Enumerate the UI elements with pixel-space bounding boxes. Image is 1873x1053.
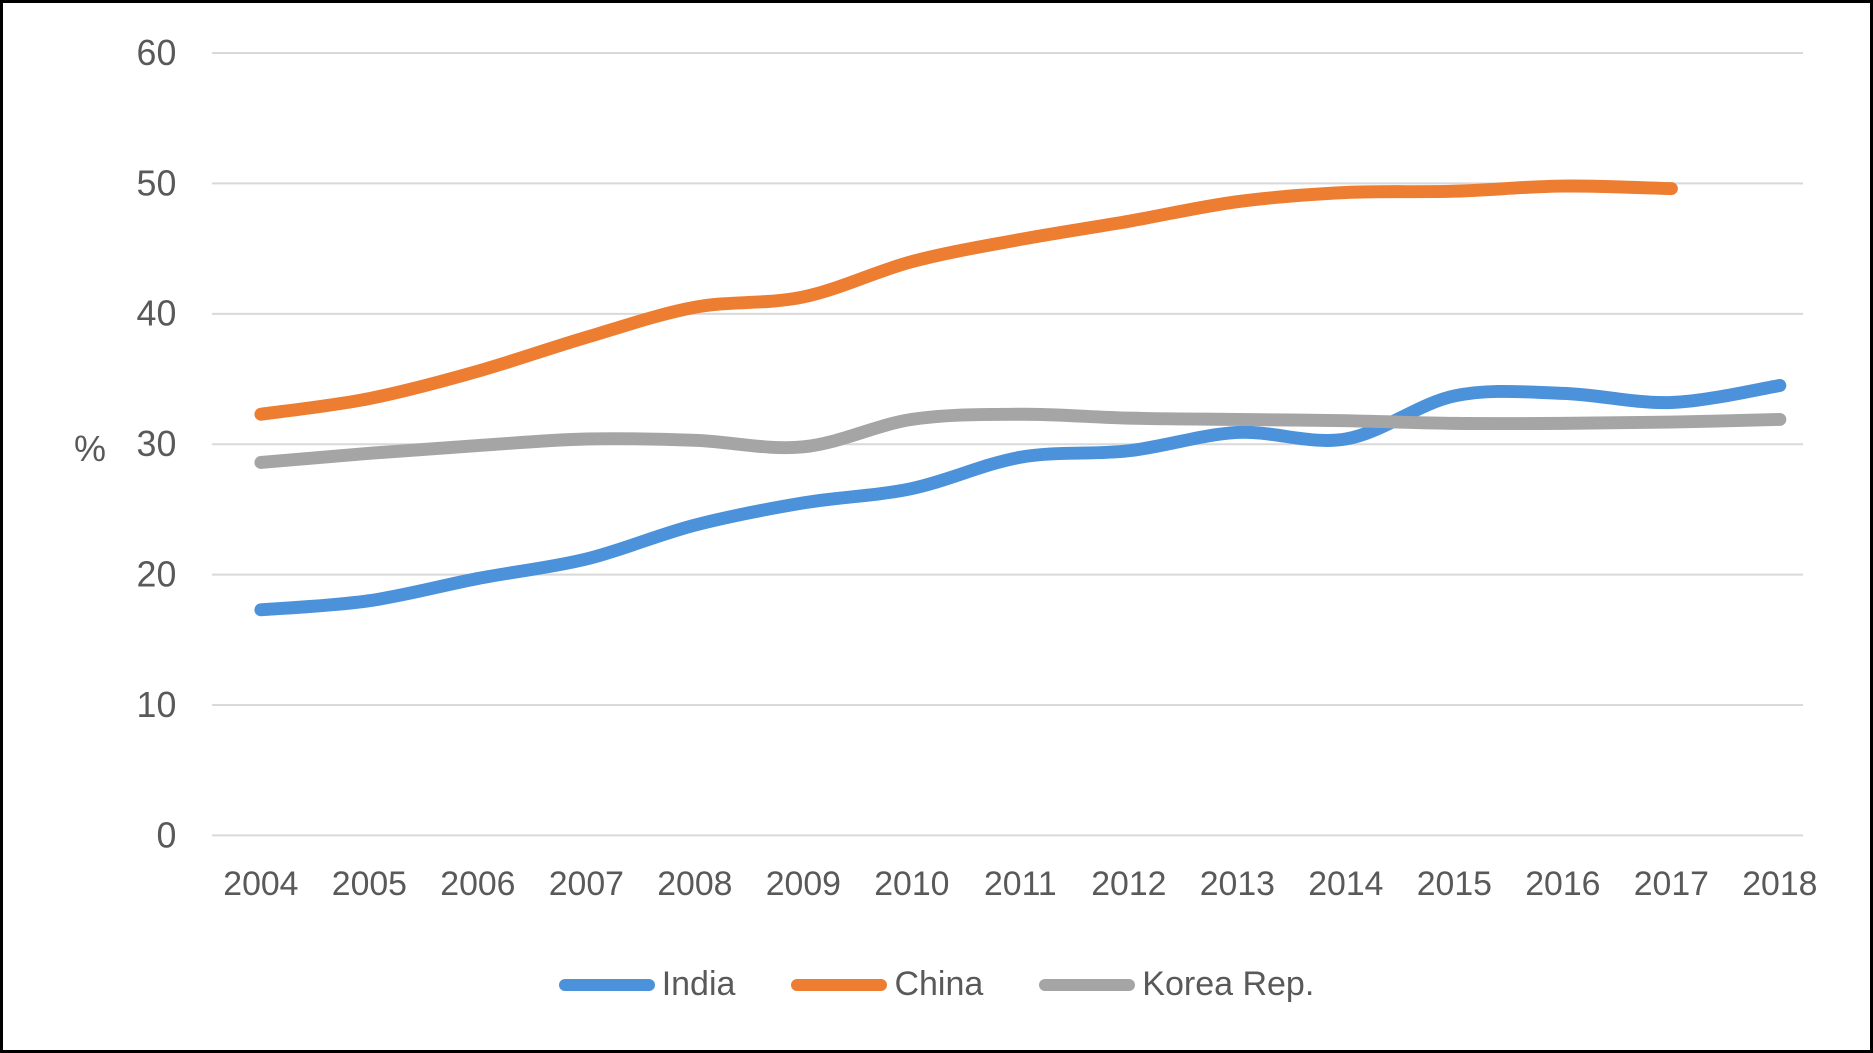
legend-item-india: India bbox=[558, 965, 736, 1004]
legend-label-india: India bbox=[661, 965, 736, 1003]
legend-item-korea: Korea Rep. bbox=[1039, 965, 1314, 1004]
x-tick-label-2015: 2015 bbox=[1417, 865, 1492, 903]
x-tick-label-2014: 2014 bbox=[1308, 865, 1383, 903]
series-line-china bbox=[254, 179, 1678, 421]
y-axis-title: % bbox=[73, 428, 106, 469]
x-tick-label-2018: 2018 bbox=[1742, 865, 1817, 903]
x-tick-label-2012: 2012 bbox=[1091, 865, 1166, 903]
y-tick-label-60: 60 bbox=[137, 33, 177, 73]
legend-swatch-china bbox=[791, 978, 888, 991]
series-line-india bbox=[254, 379, 1787, 617]
x-tick-label-2011: 2011 bbox=[984, 865, 1057, 903]
legend-label-korea: Korea Rep. bbox=[1142, 965, 1315, 1003]
x-tick-label-2004: 2004 bbox=[223, 865, 298, 903]
y-tick-label-0: 0 bbox=[156, 815, 176, 855]
legend-swatch-india bbox=[558, 978, 655, 991]
y-tick-label-20: 20 bbox=[137, 555, 177, 595]
y-tick-label-30: 30 bbox=[137, 424, 177, 464]
x-tick-label-2017: 2017 bbox=[1634, 865, 1709, 903]
x-tick-label-2007: 2007 bbox=[549, 865, 624, 903]
x-tick-label-2013: 2013 bbox=[1200, 865, 1275, 903]
legend-swatch-korea bbox=[1039, 978, 1136, 991]
x-tick-label-2010: 2010 bbox=[874, 865, 949, 903]
x-tick-label-2016: 2016 bbox=[1525, 865, 1600, 903]
legend-label-china: China bbox=[894, 965, 984, 1003]
x-tick-label-2006: 2006 bbox=[440, 865, 515, 903]
x-tick-label-2005: 2005 bbox=[332, 865, 407, 903]
y-tick-label-10: 10 bbox=[137, 685, 177, 725]
legend-item-china: China bbox=[791, 965, 983, 1004]
y-tick-label-50: 50 bbox=[137, 163, 177, 203]
series-line-korea-rep bbox=[254, 407, 1787, 469]
y-tick-label-40: 40 bbox=[137, 294, 177, 334]
x-tick-label-2008: 2008 bbox=[657, 865, 732, 903]
x-tick-label-2009: 2009 bbox=[766, 865, 841, 903]
line-chart: 0 10 20 30 40 50 60 2004 2005 2006 2007 2008 2009 201… bbox=[137, 33, 1818, 903]
chart-legend: India China Korea Rep. bbox=[3, 965, 1870, 1004]
